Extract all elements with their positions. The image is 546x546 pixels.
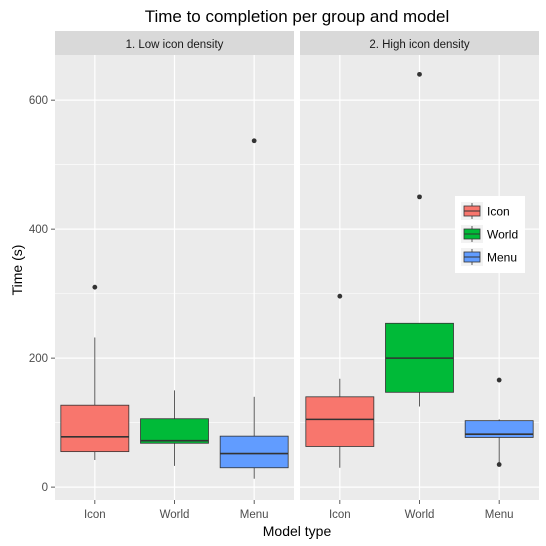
legend: Icon World Menu xyxy=(455,196,525,273)
x-tick-label: World xyxy=(160,509,190,521)
chart-title: Time to completion per group and model xyxy=(145,7,450,26)
box-iqr xyxy=(464,420,534,438)
x-tick-label: Menu xyxy=(485,509,514,521)
box-world xyxy=(140,390,209,466)
legend-label: World xyxy=(487,228,518,242)
y-axis: 0 200 400 600 xyxy=(29,95,55,494)
box-menu xyxy=(219,138,289,479)
legend-entry-world: World xyxy=(461,225,518,243)
y-tick-label: 0 xyxy=(42,482,48,494)
outlier-point xyxy=(337,293,343,299)
legend-entry-menu: Menu xyxy=(461,248,517,266)
panel-strip-label: 2. High icon density xyxy=(369,39,470,51)
outlier-point xyxy=(417,194,422,200)
x-tick-label: Icon xyxy=(329,509,351,521)
y-tick-label: 600 xyxy=(29,95,48,107)
box-icon xyxy=(60,284,130,461)
y-tick-label: 400 xyxy=(29,224,48,236)
panel-strip xyxy=(55,31,294,55)
panel-strip-label: 1. Low icon density xyxy=(126,39,224,51)
panel-2: 2. High icon density Icon World Menu xyxy=(300,31,539,521)
x-tick-label: Menu xyxy=(240,509,269,521)
y-tick-label: 200 xyxy=(29,353,48,365)
box-iqr xyxy=(219,435,289,469)
box-icon xyxy=(305,293,375,468)
panel-1: 1. Low icon density Icon World Menu xyxy=(55,31,294,521)
box-iqr xyxy=(305,396,375,447)
outlier-point xyxy=(496,462,502,467)
box-iqr xyxy=(60,404,130,453)
outlier-point xyxy=(417,71,422,77)
x-axis-title: Model type xyxy=(263,523,332,539)
box-iqr xyxy=(140,418,209,444)
x-tick-label: Icon xyxy=(84,509,106,521)
outlier-point xyxy=(92,284,98,290)
x-tick-label: World xyxy=(405,509,435,521)
outlier-point xyxy=(496,377,502,383)
outlier-point xyxy=(251,138,257,144)
legend-label: Icon xyxy=(487,205,510,219)
panel-strip xyxy=(300,31,539,55)
legend-entry-icon: Icon xyxy=(461,202,510,220)
legend-label: Menu xyxy=(487,251,517,265)
box-menu xyxy=(464,377,534,467)
y-axis-title: Time (s) xyxy=(9,245,25,296)
box-world xyxy=(385,71,454,407)
